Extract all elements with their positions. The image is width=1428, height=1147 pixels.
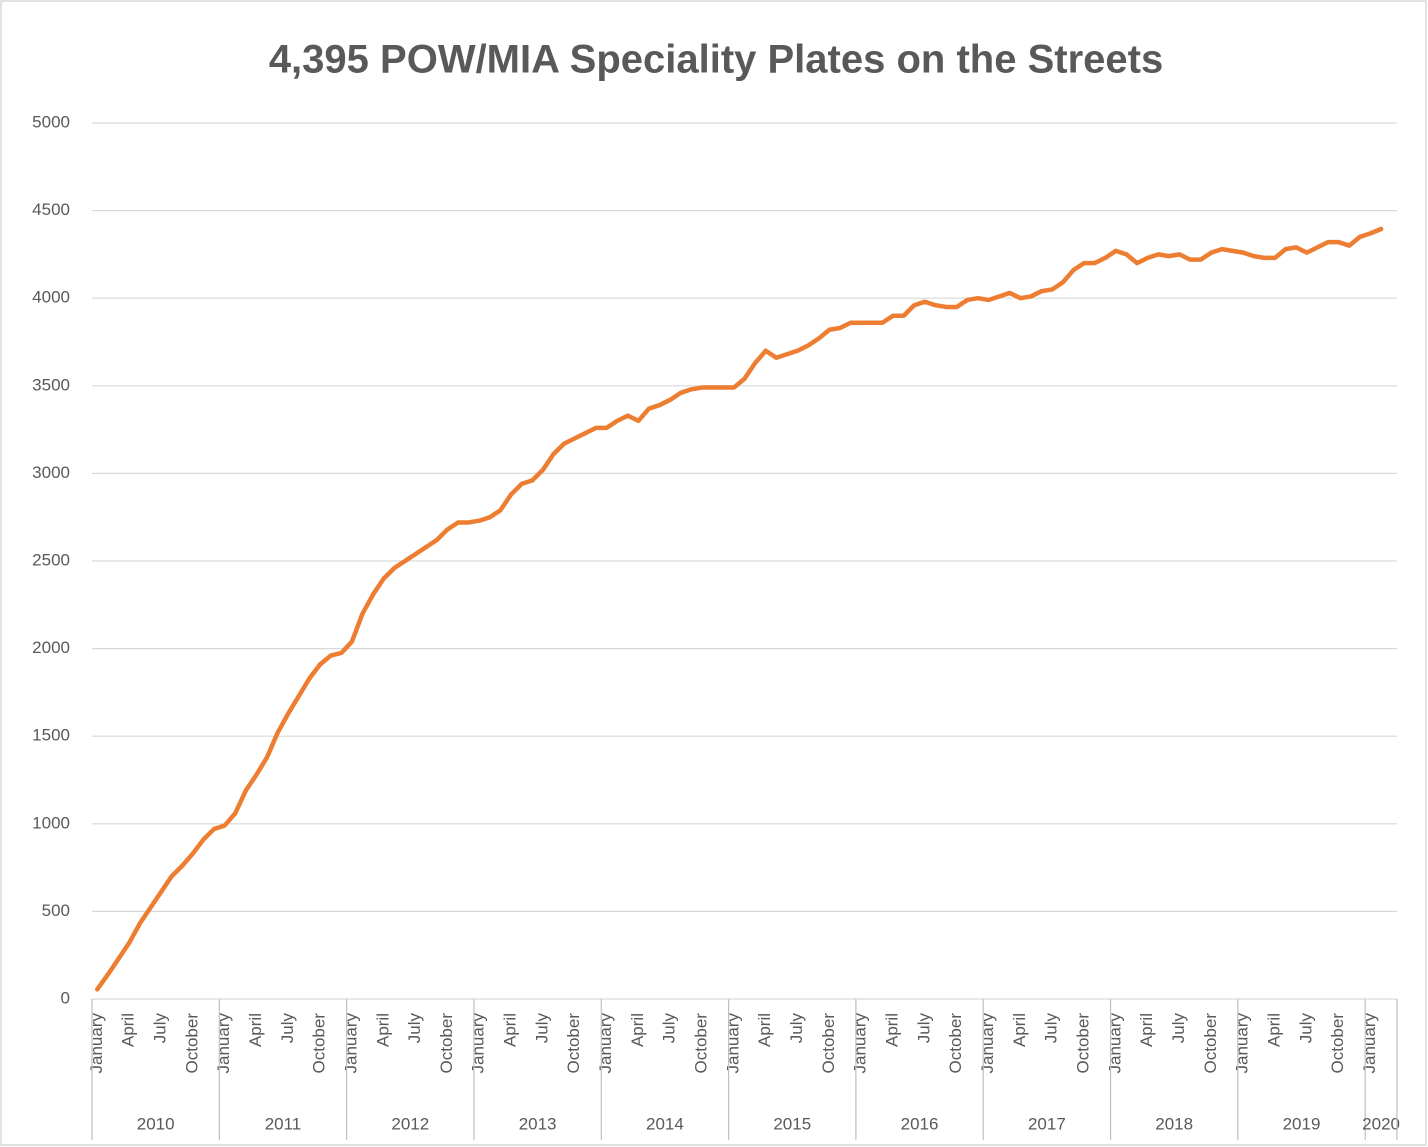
x-tick-label: April [1137,1013,1156,1047]
x-tick-label: October [1328,1013,1347,1074]
year-label: 2018 [1155,1114,1193,1133]
x-tick-label: July [1169,1013,1188,1044]
y-tick-label: 500 [42,901,70,920]
x-tick-label: January [87,1013,106,1074]
x-tick-label: July [278,1013,297,1044]
y-tick-label: 0 [61,988,70,1007]
x-tick-label: January [1233,1013,1252,1074]
x-tick-label: January [341,1013,360,1074]
x-tick-label: April [373,1013,392,1047]
x-tick-label: July [787,1013,806,1044]
x-tick-label: April [501,1013,520,1047]
x-tick-label: October [692,1013,711,1074]
year-label: 2020 [1362,1114,1400,1133]
x-tick-label: April [755,1013,774,1047]
x-tick-label: October [1201,1013,1220,1074]
x-tick-label: January [469,1013,488,1074]
x-tick-label: October [946,1013,965,1074]
year-label: 2019 [1283,1114,1321,1133]
x-tick-label: April [883,1013,902,1047]
y-tick-label: 1000 [32,813,70,832]
x-tick-label: January [851,1013,870,1074]
x-tick-label: January [723,1013,742,1074]
y-tick-label: 3500 [32,375,70,394]
x-tick-label: October [437,1013,456,1074]
y-tick-label: 2000 [32,638,70,657]
x-tick-label: July [532,1013,551,1044]
y-tick-label: 4000 [32,288,70,307]
year-label: 2010 [137,1114,175,1133]
x-tick-label: October [819,1013,838,1074]
year-label: 2014 [646,1114,684,1133]
x-tick-label: October [564,1013,583,1074]
x-tick-label: January [1105,1013,1124,1074]
x-tick-label: October [310,1013,329,1074]
x-tick-label: July [914,1013,933,1044]
x-tick-label: April [1264,1013,1283,1047]
year-label: 2012 [391,1114,429,1133]
x-tick-label: January [978,1013,997,1074]
x-tick-label: October [1073,1013,1092,1074]
x-tick-label: January [1360,1013,1379,1074]
x-tick-label: October [182,1013,201,1074]
y-tick-label: 1500 [32,726,70,745]
y-tick-label: 2500 [32,550,70,569]
x-tick-label: April [246,1013,265,1047]
year-label: 2015 [773,1114,811,1133]
y-tick-label: 4500 [32,200,70,219]
y-tick-label: 5000 [32,112,70,131]
x-tick-label: April [628,1013,647,1047]
x-tick-label: April [1010,1013,1029,1047]
year-label: 2016 [901,1114,939,1133]
chart-title: 4,395 POW/MIA Speciality Plates on the S… [269,38,1163,82]
x-tick-label: January [214,1013,233,1074]
line-series [95,226,1384,992]
x-tick-label: July [660,1013,679,1044]
year-label: 2011 [265,1114,302,1133]
year-label: 2013 [519,1114,557,1133]
x-tick-label: July [405,1013,424,1044]
x-tick-label: July [150,1013,169,1044]
x-tick-label: April [119,1013,138,1047]
y-tick-label: 3000 [32,463,70,482]
year-label: 2017 [1028,1114,1066,1133]
x-tick-label: July [1296,1013,1315,1044]
x-tick-label: July [1042,1013,1061,1044]
x-tick-label: January [596,1013,615,1074]
